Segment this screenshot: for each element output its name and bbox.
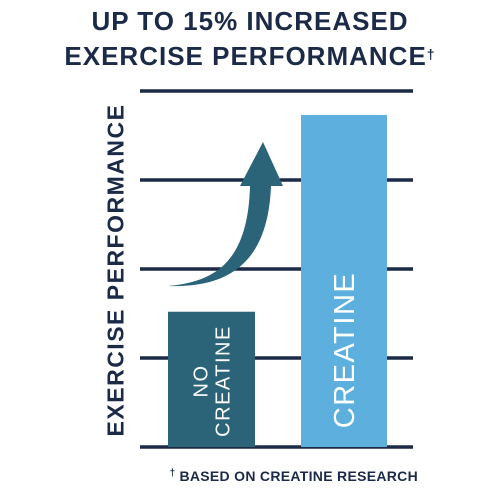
bar-creatine — [301, 115, 387, 447]
bar-no-creatine — [168, 311, 255, 447]
title-line-1: UP TO 15% INCREASED — [91, 6, 409, 36]
footnote: † BASED ON CREATINE RESEARCH — [0, 468, 500, 484]
chart-title: UP TO 15% INCREASED EXERCISE PERFORMANCE… — [0, 4, 500, 74]
bar-label-0: NOCREATINE — [191, 325, 235, 437]
bar-label-0-line-1: CREATINE — [213, 325, 235, 437]
footnote-text: BASED ON CREATINE RESEARCH — [179, 468, 418, 484]
bar-label-1-line-0: CREATINE — [329, 272, 361, 428]
title-dagger: † — [426, 46, 436, 62]
bar-label-1: CREATINE — [329, 272, 361, 428]
title-line-2: EXERCISE PERFORMANCE† — [0, 39, 500, 74]
bar-label-0-line-0: NO — [191, 365, 213, 398]
footnote-dagger: † — [169, 468, 176, 479]
title-line-2-text: EXERCISE PERFORMANCE — [64, 41, 427, 71]
upward-curved-arrow-icon — [168, 142, 283, 287]
